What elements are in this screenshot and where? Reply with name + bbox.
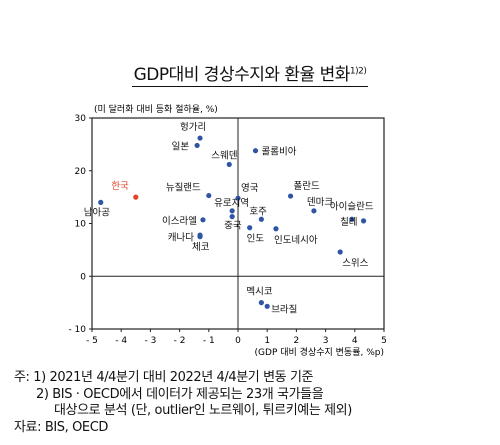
x-tick-label: 3: [323, 336, 329, 346]
point-label: 영국: [241, 183, 259, 194]
point-label: 멕시코: [246, 287, 272, 298]
point-label: 칠레: [340, 217, 357, 228]
point-label: 콜롬비아: [262, 147, 297, 158]
data-point: [287, 193, 294, 199]
data-point: [194, 142, 200, 149]
point-label: 캐나다: [168, 233, 194, 244]
y-tick-label: 20: [75, 167, 87, 177]
data-point: [197, 232, 203, 238]
point-label: 중국: [224, 221, 242, 232]
y-axis-label: (미 달러화 대비 등화 절하율, %): [94, 103, 218, 115]
point-label: 한국: [111, 181, 129, 192]
point-label: 폴란드: [294, 180, 320, 192]
data-point: [229, 208, 235, 214]
y-tick-label: 10: [75, 220, 87, 230]
data-point: [229, 214, 235, 220]
chart-title-footnote-ref: 1)2): [349, 66, 367, 77]
chart-title: GDP대비 경상수지와 환율 변화1)2): [0, 60, 500, 87]
x-tick-label: 1: [264, 336, 270, 346]
point-label: 일본: [172, 141, 190, 152]
data-point: [197, 135, 203, 141]
point-label: 호주: [249, 206, 267, 217]
y-tick-label: 0: [80, 272, 86, 282]
point-label: 헝가리: [180, 122, 206, 133]
point-label: 덴마크: [307, 197, 333, 208]
data-point: [264, 303, 270, 309]
data-point: [252, 148, 259, 154]
x-tick-label: - 4: [115, 336, 127, 346]
point-label: 남아공: [84, 207, 110, 218]
y-tick-label: - 10: [68, 325, 86, 335]
data-point: [235, 195, 241, 201]
data-point: [226, 161, 232, 168]
y-tick-label: 30: [75, 114, 87, 124]
chart-title-text: GDP대비 경상수지와 환율 변화: [133, 65, 351, 85]
footnotes: 주: 1) 2021년 4/4분기 대비 2022년 4/4분기 변동 기준 2…: [14, 370, 494, 436]
x-tick-label: - 2: [174, 336, 186, 346]
x-axis-label: (GDP 대비 경상수지 변동률, %p): [255, 346, 384, 358]
point-label: 브라질: [271, 303, 297, 315]
data-point: [200, 217, 206, 223]
point-label: 뉴질랜드: [166, 182, 201, 194]
data-point: [349, 216, 355, 222]
data-point: [273, 226, 279, 232]
x-tick-label: 4: [352, 336, 358, 346]
point-label: 스웨덴: [211, 149, 237, 161]
x-tick-label: 5: [381, 336, 387, 346]
point-label: 유로지역: [214, 198, 249, 209]
data-point: [206, 192, 212, 199]
point-label: 체코: [192, 242, 210, 253]
data-point: [311, 208, 317, 214]
point-label: 이스라엘: [162, 216, 197, 227]
footnote-2: 2) BIS · OECD에서 데이터가 제공되는 23개 국가들을: [36, 386, 324, 402]
data-point: [258, 216, 264, 222]
data-point: [258, 300, 264, 306]
x-tick-label: - 5: [86, 336, 98, 346]
point-label: 아이슬란드: [330, 200, 374, 212]
data-point: [360, 218, 367, 224]
point-label: 인도: [247, 234, 265, 245]
point-label: 인도네시아: [274, 235, 318, 246]
data-point: [133, 194, 139, 200]
x-tick-label: 0: [235, 336, 241, 346]
point-label: 스위스: [342, 257, 368, 269]
x-tick-label: - 3: [144, 336, 156, 346]
footnote-2-cont: 대상으로 분석 (단, outlier인 노르웨이, 튀르키예는 제외): [54, 403, 352, 418]
x-tick-label: - 1: [203, 336, 215, 346]
data-point: [247, 225, 253, 231]
data-point: [337, 249, 343, 255]
x-tick-label: 2: [294, 336, 300, 346]
source-note: 자료: BIS, OECD: [14, 419, 109, 435]
data-point: [98, 199, 104, 205]
footnote-1: 주: 1) 2021년 4/4분기 대비 2022년 4/4분기 변동 기준: [14, 370, 314, 385]
